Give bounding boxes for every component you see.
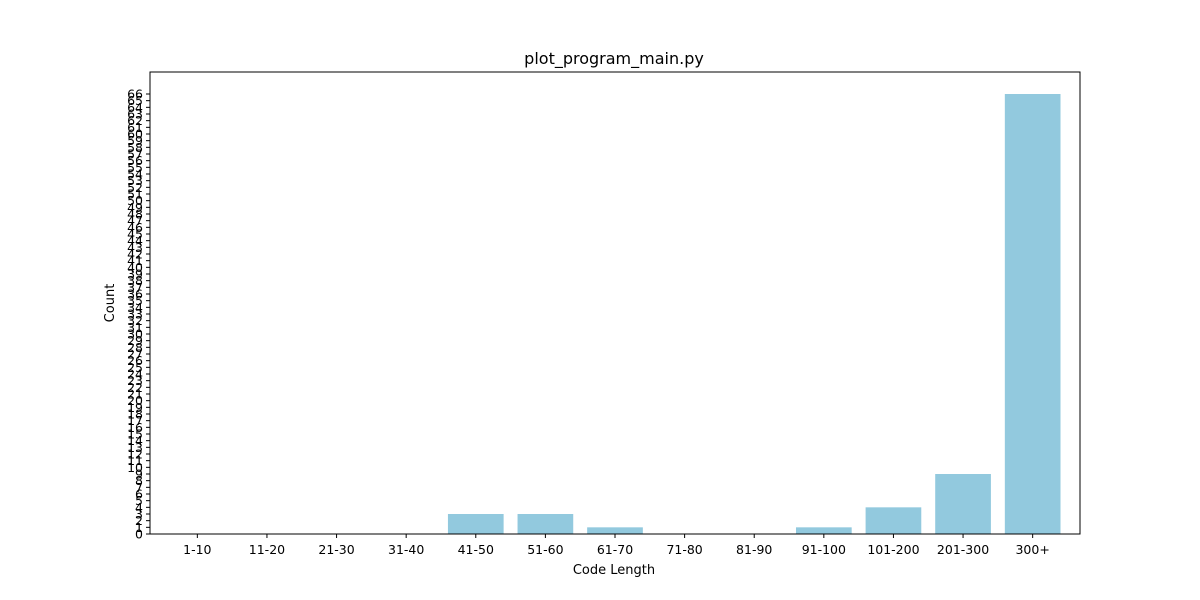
y-tick-label: 45 (127, 227, 143, 242)
y-tick-label: 30 (127, 327, 143, 342)
bar-201-300 (935, 474, 991, 534)
y-tick-label: 36 (127, 287, 143, 302)
plot-frame (149, 71, 1081, 535)
y-tick-label: 34 (127, 300, 143, 315)
y-tick-label: 15 (127, 427, 143, 442)
y-tick-label: 66 (127, 87, 143, 102)
x-tick-label: 41-50 (458, 542, 494, 557)
y-tick-label: 1 (135, 520, 143, 535)
y-tick-label: 19 (127, 400, 143, 415)
y-tick-label: 42 (127, 247, 143, 262)
y-tick-label: 48 (127, 207, 143, 222)
y-tick-label: 20 (127, 393, 143, 408)
y-tick-label: 12 (127, 447, 143, 462)
y-tick-label: 26 (127, 353, 143, 368)
y-tick-label: 44 (127, 233, 143, 248)
x-tick-label: 61-70 (597, 542, 633, 557)
x-tick-label: 1-10 (183, 542, 211, 557)
y-tick-label: 65 (127, 93, 143, 108)
y-tick-label: 57 (127, 147, 143, 162)
y-tick-label: 17 (127, 413, 143, 428)
y-tick-label: 62 (127, 113, 143, 128)
y-tick-label: 0 (135, 527, 143, 542)
y-tick-label: 50 (127, 193, 143, 208)
x-axis-ticks: 1-10 11-20 21-30 31-40 41-50 51-60 61-70 71-80 8… (183, 534, 1050, 557)
y-tick-label: 24 (127, 367, 143, 382)
y-tick-label: 33 (127, 307, 143, 322)
y-tick-label: 7 (135, 480, 143, 495)
y-tick-label: 51 (127, 187, 143, 202)
x-tick-label: 201-300 (937, 542, 989, 557)
y-axis-ticks: 0123456789101112131415161718192021222324… (127, 87, 150, 542)
y-tick-label: 25 (127, 360, 143, 375)
y-tick-label: 22 (127, 380, 143, 395)
y-tick-label: 35 (127, 293, 143, 308)
y-tick-label: 39 (127, 267, 143, 282)
y-tick-label: 46 (127, 220, 143, 235)
y-tick-label: 10 (127, 460, 143, 475)
y-tick-label: 37 (127, 280, 143, 295)
bars-group (447, 94, 1061, 534)
y-tick-label: 61 (127, 120, 143, 135)
y-tick-label: 2 (135, 513, 143, 528)
y-tick-label: 32 (127, 313, 143, 328)
x-tick-label: 300+ (1015, 542, 1049, 557)
y-axis-label: Count (103, 284, 118, 323)
x-tick-label: 31-40 (388, 542, 424, 557)
y-tick-label: 16 (127, 420, 143, 435)
bar-41-50 (447, 514, 504, 534)
y-tick-label: 43 (127, 240, 143, 255)
y-tick-label: 31 (127, 320, 143, 335)
y-tick-label: 58 (127, 140, 143, 155)
y-tick-label: 52 (127, 180, 143, 195)
y-tick-label: 40 (127, 260, 143, 275)
y-tick-label: 27 (127, 347, 143, 362)
y-tick-label: 64 (127, 100, 143, 115)
y-tick-label: 13 (127, 440, 143, 455)
x-tick-label: 71-80 (666, 542, 702, 557)
y-tick-label: 38 (127, 273, 143, 288)
x-tick-label: 91-100 (802, 542, 846, 557)
y-tick-label: 14 (127, 433, 143, 448)
y-tick-label: 59 (127, 133, 143, 148)
x-tick-label: 81-90 (736, 542, 772, 557)
bar-91-100 (795, 527, 852, 534)
y-tick-label: 54 (127, 167, 143, 182)
bar-101-200 (865, 507, 922, 534)
chart-title: plot_program_main.py (524, 49, 704, 69)
y-tick-label: 47 (127, 213, 143, 228)
y-tick-label: 11 (127, 453, 143, 468)
y-tick-label: 3 (135, 507, 143, 522)
y-tick-label: 56 (127, 153, 143, 168)
y-tick-label: 29 (127, 333, 143, 348)
y-tick-label: 5 (135, 493, 143, 508)
y-tick-label: 6 (135, 487, 143, 502)
y-tick-label: 49 (127, 200, 143, 215)
x-axis-label: Code Length (573, 563, 655, 578)
y-tick-label: 9 (135, 467, 143, 482)
y-tick-label: 21 (127, 387, 143, 402)
x-tick-label: 51-60 (527, 542, 563, 557)
y-tick-label: 8 (135, 473, 143, 488)
y-tick-label: 60 (127, 127, 143, 142)
x-tick-label: 21-30 (318, 542, 354, 557)
bar-61-70 (587, 527, 643, 534)
y-tick-label: 4 (135, 500, 143, 515)
y-tick-label: 63 (127, 107, 143, 122)
x-tick-label: 101-200 (867, 542, 919, 557)
bar-51-60 (517, 514, 574, 534)
y-tick-label: 28 (127, 340, 143, 355)
y-tick-label: 41 (127, 253, 143, 268)
y-tick-label: 53 (127, 173, 143, 188)
y-tick-label: 23 (127, 373, 143, 388)
x-tick-label: 11-20 (249, 542, 285, 557)
bar-300+ (1004, 94, 1061, 534)
y-tick-label: 55 (127, 160, 143, 175)
y-tick-label: 18 (127, 407, 143, 422)
